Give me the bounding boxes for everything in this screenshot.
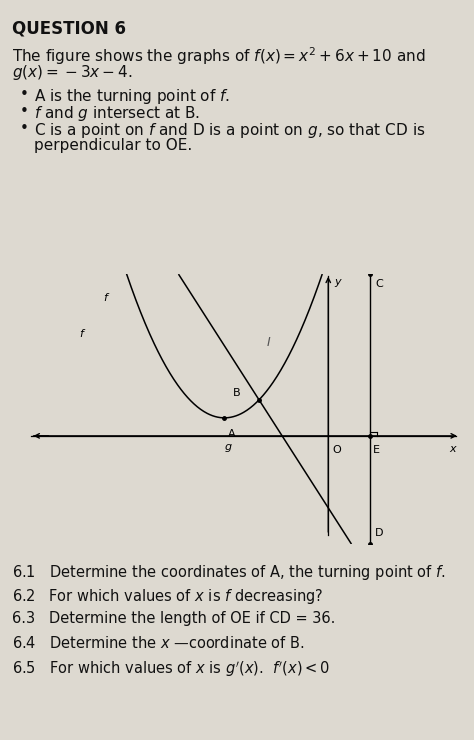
Text: 6.4   Determine the $x$ —coordinate of B.: 6.4 Determine the $x$ —coordinate of B. [12,636,305,651]
Text: $f$ and $g$ intersect at B.: $f$ and $g$ intersect at B. [34,104,200,123]
Text: A is the turning point of $f$.: A is the turning point of $f$. [34,87,230,106]
Text: $f$: $f$ [79,327,86,339]
Text: 6.5   For which values of $x$ is $g'(x)$.  $f'(x) < 0$: 6.5 For which values of $x$ is $g'(x)$. … [12,659,330,679]
Text: D: D [375,528,383,539]
Text: perpendicular to OE.: perpendicular to OE. [34,138,192,153]
Text: $g(x) = -3x - 4$.: $g(x) = -3x - 4$. [12,63,132,82]
Text: •: • [20,121,29,136]
Text: O: O [332,445,341,455]
Text: 6.3   Determine the length of OE if CD = 36.: 6.3 Determine the length of OE if CD = 3… [12,611,336,626]
Text: B: B [232,388,240,398]
Text: E: E [373,445,380,455]
Text: 6.1   Determine the coordinates of A, the turning point of $f$.: 6.1 Determine the coordinates of A, the … [12,563,446,582]
Text: $I$: $I$ [266,336,271,349]
Text: •: • [20,87,29,102]
Text: $f$: $f$ [103,291,110,303]
Text: $g$: $g$ [224,443,233,454]
Text: C: C [375,279,383,289]
Text: •: • [20,104,29,119]
Text: C is a point on $f$ and D is a point on $g$, so that CD is: C is a point on $f$ and D is a point on … [34,121,426,140]
Text: QUESTION 6: QUESTION 6 [12,20,126,38]
Text: 6.2   For which values of $x$ is $f$ decreasing?: 6.2 For which values of $x$ is $f$ decre… [12,588,323,606]
Text: The figure shows the graphs of $f(x) = x^2 + 6x + 10$ and: The figure shows the graphs of $f(x) = x… [12,45,426,67]
Text: $x$: $x$ [449,444,458,454]
Text: $y$: $y$ [335,277,344,289]
Text: A: A [228,428,236,439]
